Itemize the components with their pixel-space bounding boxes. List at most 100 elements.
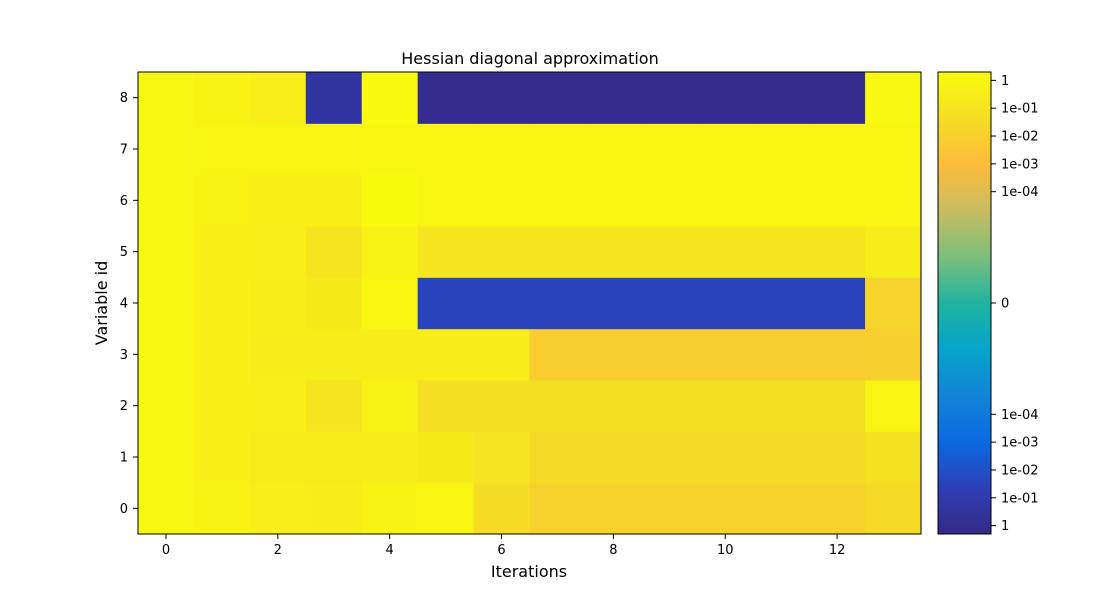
heatmap-cell [473,174,530,227]
heatmap-cell [361,328,419,381]
x-tick-label: 12 [829,543,846,558]
heatmap-cell [585,482,642,535]
colorbar-tick-label: 1e-04 [1001,185,1039,200]
heatmap-cell [585,226,642,278]
y-tick-label: 4 [120,297,128,312]
heatmap-cell [417,226,475,278]
heatmap-cell [138,226,195,278]
y-tick-label: 5 [120,245,128,260]
heatmap-cell [305,431,363,484]
heatmap-cell [753,482,810,535]
heatmap-cell [361,174,419,227]
heatmap-cell [249,123,307,176]
heatmap-cell [473,226,530,278]
heatmap-cell [529,72,586,124]
heatmap-cell [585,174,642,227]
heatmap-cell [305,482,363,535]
heatmap-cell [529,123,586,176]
heatmap-cell [193,431,251,484]
heatmap-cell [585,431,642,484]
heatmap-cell [641,328,698,381]
x-tick-label: 10 [717,543,734,558]
heatmap-cell [138,328,195,381]
y-axis-ticks: 0 1 2 3 4 5 6 7 8 [120,91,138,517]
heatmap-cell [138,277,195,330]
heatmap-cell [753,277,810,330]
heatmap-cell [697,174,754,227]
heatmap-cell [193,380,251,432]
heatmap-cell [585,380,642,432]
heatmap-cell [865,277,922,330]
heatmap-cell [249,328,307,381]
heatmap-cell [585,277,642,330]
heatmap-cell [529,226,586,278]
heatmap-cell [473,380,530,432]
x-axis-label: Iterations [491,562,567,581]
heatmap-cell [473,482,530,535]
x-tick-label: 8 [609,543,617,558]
heatmap-cell [361,72,419,124]
heatmap-cell [865,328,922,381]
colorbar-tick-label: 1e-03 [1001,157,1039,172]
colorbar-tick-label: 1 [1001,519,1009,534]
y-tick-label: 2 [120,399,128,414]
heatmap-cell [865,431,922,484]
heatmap-cell [305,123,363,176]
heatmap-cell [753,123,810,176]
heatmap-cell [417,482,475,535]
heatmap-cell [138,380,195,432]
x-tick-label: 6 [497,543,505,558]
heatmap-cells [138,72,922,535]
colorbar-tick-label: 1 [1001,74,1009,89]
heatmap-cell [305,277,363,330]
heatmap-cell [697,328,754,381]
heatmap-cell [249,431,307,484]
colorbar-tick-label: 0 [1001,297,1009,312]
colorbar-ticks: 1 1e-01 1e-02 1e-03 1e-04 0 1e-04 1e-03 1e-02 1e-… [991,74,1039,534]
heatmap-cell [809,482,866,535]
heatmap-cell [305,226,363,278]
heatmap-cell [865,226,922,278]
heatmap-cell [809,72,866,124]
colorbar-tick-label: 1e-03 [1001,436,1039,451]
heatmap-cell [641,277,698,330]
y-axis-label: Variable id [92,261,111,345]
heatmap-cell [193,174,251,227]
heatmap-cell [138,174,195,227]
colorbar-tick-label: 1e-02 [1001,130,1039,145]
heatmap-cell [361,431,419,484]
heatmap-cell [249,72,307,124]
y-tick-label: 1 [120,451,128,466]
heatmap-cell [865,123,922,176]
heatmap-cell [529,328,586,381]
heatmap-cell [193,123,251,176]
heatmap-cell [529,431,586,484]
heatmap-cell [193,226,251,278]
heatmap-cell [641,72,698,124]
heatmap-cell [753,380,810,432]
y-tick-label: 8 [120,91,128,106]
heatmap-cell [641,174,698,227]
heatmap-cell [529,380,586,432]
heatmap-cell [753,174,810,227]
heatmap-cell [417,72,475,124]
heatmap-cell [641,431,698,484]
heatmap-cell [529,482,586,535]
heatmap-cell [697,72,754,124]
heatmap-cell [697,482,754,535]
heatmap-cell [641,226,698,278]
heatmap-cell [865,72,922,124]
heatmap-cell [305,380,363,432]
colorbar [937,71,992,535]
heatmap-cell [305,174,363,227]
heatmap-cell [473,431,530,484]
heatmap-cell [249,482,307,535]
colorbar-tick-label: 1e-01 [1001,491,1039,506]
heatmap-cell [361,123,419,176]
chart-title: Hessian diagonal approximation [401,49,658,68]
heatmap-cell [697,431,754,484]
colorbar-tick-label: 1e-04 [1001,408,1039,423]
heatmap-cell [361,226,419,278]
heatmap-cell [361,277,419,330]
heatmap-cell [641,123,698,176]
